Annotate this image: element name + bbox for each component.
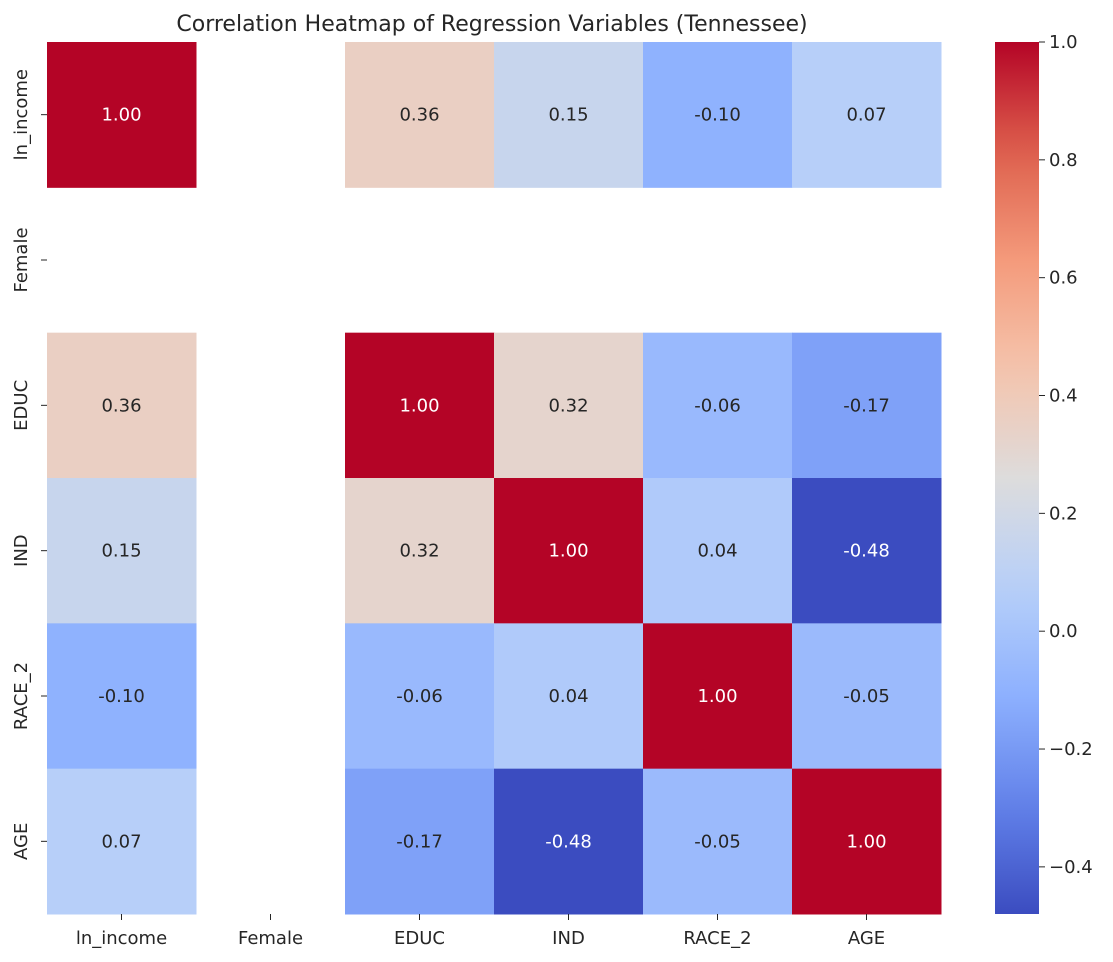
- x-tick-label: EDUC: [394, 928, 445, 949]
- colorbar-tick-label: 0.2: [1049, 503, 1078, 524]
- cell-value-label: 0.36: [101, 395, 141, 416]
- colorbar-tick-label: 0.6: [1049, 268, 1078, 289]
- cell-value-label: -0.06: [694, 395, 741, 416]
- heatmap-cell: [47, 478, 197, 624]
- heatmap-cell: [345, 42, 495, 188]
- heatmap-cell: [494, 768, 644, 915]
- colorbar-tick-label: 1.0: [1049, 32, 1078, 53]
- heatmap-cell: [47, 332, 197, 479]
- cell-value-label: -0.10: [98, 686, 145, 707]
- colorbar-gradient: [995, 42, 1039, 914]
- y-tick-label: IND: [11, 534, 32, 567]
- heatmap-cell: [643, 478, 793, 624]
- colorbar-tick-label: 0.8: [1049, 150, 1078, 171]
- y-tick-label: ln_income: [11, 69, 32, 160]
- cell-value-label: 0.15: [101, 541, 141, 562]
- y-tick-label: Female: [11, 227, 32, 292]
- x-tick-label: ln_income: [76, 928, 167, 949]
- heatmap-cell: [345, 332, 495, 479]
- cell-value-label: 0.15: [548, 105, 588, 126]
- chart-title: Correlation Heatmap of Regression Variab…: [176, 12, 807, 37]
- heatmap-cell: [494, 478, 644, 624]
- cell-value-label: -0.05: [843, 686, 890, 707]
- heatmap-cell: [494, 42, 644, 188]
- heatmap-cell: [47, 623, 197, 770]
- cell-value-label: 1.00: [399, 395, 439, 416]
- cell-value-label: -0.05: [694, 831, 741, 852]
- cell-value-label: 0.07: [101, 831, 141, 852]
- colorbar-tick-label: 0.0: [1049, 621, 1078, 642]
- cell-value-label: 0.32: [548, 395, 588, 416]
- cell-value-label: 0.04: [548, 686, 588, 707]
- cell-value-label: -0.48: [545, 831, 592, 852]
- heatmap-cell: [792, 42, 942, 188]
- x-tick-label: Female: [238, 928, 303, 949]
- heatmap-cell: [643, 332, 793, 479]
- cell-value-label: -0.06: [396, 686, 443, 707]
- heatmap-cell: [494, 332, 644, 479]
- heatmap-cell: [792, 768, 942, 915]
- heatmap-cell: [345, 768, 495, 915]
- heatmap-cell: [792, 332, 942, 479]
- x-axis-ticks: ln_income Female EDUC IND RACE_2 AGE: [76, 914, 885, 949]
- cell-value-label: -0.17: [396, 831, 443, 852]
- heatmap-cells: 1.00 0.36 0.15 -0.10 0.07 0.36 1.00 0.32 -0.06 -0…: [47, 42, 942, 915]
- heatmap-cell: [345, 478, 495, 624]
- cell-value-label: 1.00: [548, 541, 588, 562]
- cell-value-label: -0.10: [694, 105, 741, 126]
- colorbar-tick-label: 0.4: [1049, 386, 1078, 407]
- cell-value-label: 0.07: [846, 105, 886, 126]
- cell-value-label: -0.48: [843, 541, 890, 562]
- cell-value-label: 0.32: [399, 541, 439, 562]
- colorbar: 1.0 0.8 0.6 0.4 0.2 0.0 −0.2 −0.4: [995, 32, 1093, 914]
- x-tick-label: AGE: [848, 928, 885, 949]
- heatmap-cell: [643, 768, 793, 915]
- cell-value-label: -0.17: [843, 395, 890, 416]
- cell-value-label: 0.04: [697, 541, 737, 562]
- heatmap-cell: [792, 623, 942, 770]
- cell-value-label: 1.00: [846, 831, 886, 852]
- y-axis-ticks: ln_income Female EDUC IND RACE_2 AGE: [11, 69, 47, 860]
- x-tick-label: RACE_2: [683, 928, 751, 949]
- x-tick-label: IND: [552, 928, 585, 949]
- heatmap-cell: [345, 623, 495, 770]
- colorbar-tick-label: −0.4: [1049, 857, 1093, 878]
- cell-value-label: 0.36: [399, 105, 439, 126]
- y-tick-label: EDUC: [11, 380, 32, 431]
- heatmap-cell: [47, 42, 197, 188]
- heatmap-cell: [643, 42, 793, 188]
- cell-value-label: 1.00: [697, 686, 737, 707]
- colorbar-tick-label: −0.2: [1049, 739, 1093, 760]
- y-tick-label: RACE_2: [11, 662, 32, 730]
- heatmap-cell: [494, 623, 644, 770]
- y-tick-label: AGE: [11, 823, 32, 860]
- heatmap-cell: [792, 478, 942, 624]
- heatmap-cell: [643, 623, 793, 770]
- heatmap-cell: [47, 768, 197, 915]
- cell-value-label: 1.00: [101, 105, 141, 126]
